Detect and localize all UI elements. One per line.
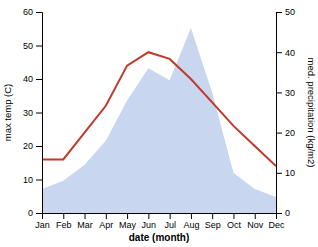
tick-mark <box>276 133 282 134</box>
x-axis: Jan Feb Mar Apr May Jun Jul Aug Sep Oct Nov Dec <box>35 213 285 230</box>
marks <box>42 28 276 213</box>
tick: Apr <box>99 213 113 230</box>
tick-label: 30 <box>23 108 33 118</box>
tick-label: 20 <box>23 141 33 151</box>
tick: 10 <box>23 175 42 185</box>
tick-mark <box>170 213 171 219</box>
y-axis-title: max temp (C) <box>2 84 13 142</box>
tick: Sep <box>205 213 221 230</box>
tick-label: Aug <box>183 220 199 230</box>
y2-axis: 0 10 20 30 40 50 <box>276 7 295 218</box>
tick-label: 0 <box>285 208 290 218</box>
tick-mark <box>255 213 256 219</box>
tick-mark <box>233 213 234 219</box>
temperature-line <box>42 52 276 166</box>
tick: Mar <box>77 213 93 230</box>
precipitation-area <box>42 28 276 213</box>
axis-domain <box>36 13 43 214</box>
tick: 60 <box>23 7 42 17</box>
y2-axis-title: med. precipitation (kg/m2) <box>306 58 317 168</box>
tick-label: May <box>119 220 137 230</box>
tick: Feb <box>56 213 72 230</box>
tick-label: 30 <box>285 88 295 98</box>
tick: 40 <box>23 74 42 84</box>
tick: 20 <box>23 141 42 151</box>
tick-label: Jan <box>35 220 50 230</box>
tick-mark <box>36 46 42 47</box>
tick-label: Mar <box>77 220 93 230</box>
tick-mark <box>106 213 107 219</box>
tick: May <box>119 213 137 230</box>
tick-mark <box>276 92 282 93</box>
tick: 10 <box>276 168 295 178</box>
tick-label: 10 <box>23 175 33 185</box>
axis-domain <box>43 214 277 220</box>
tick-label: Nov <box>247 220 264 230</box>
tick-label: Dec <box>268 220 285 230</box>
plot-area: JanFebMarAprMayJunJulAugSepOctNovDec0102… <box>23 7 295 230</box>
tick: 50 <box>23 41 42 51</box>
tick-mark <box>36 213 42 214</box>
tick: 30 <box>23 108 42 118</box>
tick: Jul <box>164 213 176 230</box>
chart: JanFebMarAprMayJunJulAugSepOctNovDec0102… <box>0 0 318 247</box>
tick: Aug <box>183 213 199 230</box>
tick-mark <box>191 213 192 219</box>
tick-mark <box>36 79 42 80</box>
tick: Oct <box>227 213 242 230</box>
tick-label: Oct <box>227 220 242 230</box>
tick: 0 <box>276 208 290 218</box>
tick-mark <box>36 113 42 114</box>
tick: 50 <box>276 7 295 17</box>
tick: 30 <box>276 88 295 98</box>
tick: 40 <box>276 48 295 58</box>
y-axis: 0 10 20 30 40 50 60 <box>23 7 43 218</box>
tick-mark <box>276 12 282 13</box>
tick: 0 <box>28 208 42 218</box>
tick: Jun <box>142 213 157 230</box>
tick-label: Jun <box>142 220 157 230</box>
x-axis-title: date (month) <box>129 232 190 243</box>
tick: Dec <box>268 213 285 230</box>
tick-label: Feb <box>56 220 72 230</box>
tick-label: 20 <box>285 128 295 138</box>
tick-mark <box>63 213 64 219</box>
axis-domain <box>277 13 283 214</box>
tick-mark <box>36 180 42 181</box>
tick: Nov <box>247 213 264 230</box>
tick: 20 <box>276 128 295 138</box>
tick-mark <box>212 213 213 219</box>
tick-label: Apr <box>99 220 113 230</box>
tick-mark <box>276 173 282 174</box>
tick: Jan <box>35 213 50 230</box>
tick-mark <box>276 213 282 214</box>
tick-label: 40 <box>23 74 33 84</box>
tick-mark <box>85 213 86 219</box>
tick-label: 50 <box>23 41 33 51</box>
tick-label: 60 <box>23 7 33 17</box>
tick-mark <box>127 213 128 219</box>
tick-mark <box>36 12 42 13</box>
tick-label: 0 <box>28 208 33 218</box>
tick-mark <box>276 52 282 53</box>
tick-label: Jul <box>164 220 176 230</box>
tick-mark <box>36 146 42 147</box>
tick-label: Sep <box>205 220 221 230</box>
tick-label: 10 <box>285 168 295 178</box>
tick-label: 40 <box>285 48 295 58</box>
tick-mark <box>148 213 149 219</box>
tick-label: 50 <box>285 7 295 17</box>
